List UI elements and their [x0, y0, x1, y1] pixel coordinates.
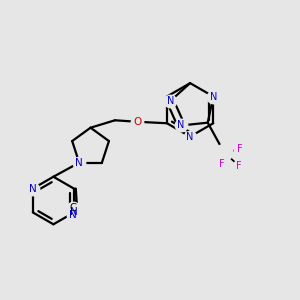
Text: N: N — [167, 96, 174, 106]
Text: O: O — [133, 117, 141, 127]
Text: N: N — [29, 184, 37, 194]
Text: N: N — [70, 207, 78, 218]
Text: N: N — [186, 132, 194, 142]
Text: N: N — [75, 158, 83, 168]
Text: F: F — [236, 161, 242, 171]
Text: F: F — [237, 144, 242, 154]
Text: N: N — [210, 92, 217, 101]
Text: N: N — [69, 210, 76, 220]
Text: N: N — [177, 121, 185, 130]
Text: C: C — [69, 203, 76, 213]
Text: F: F — [219, 159, 224, 169]
